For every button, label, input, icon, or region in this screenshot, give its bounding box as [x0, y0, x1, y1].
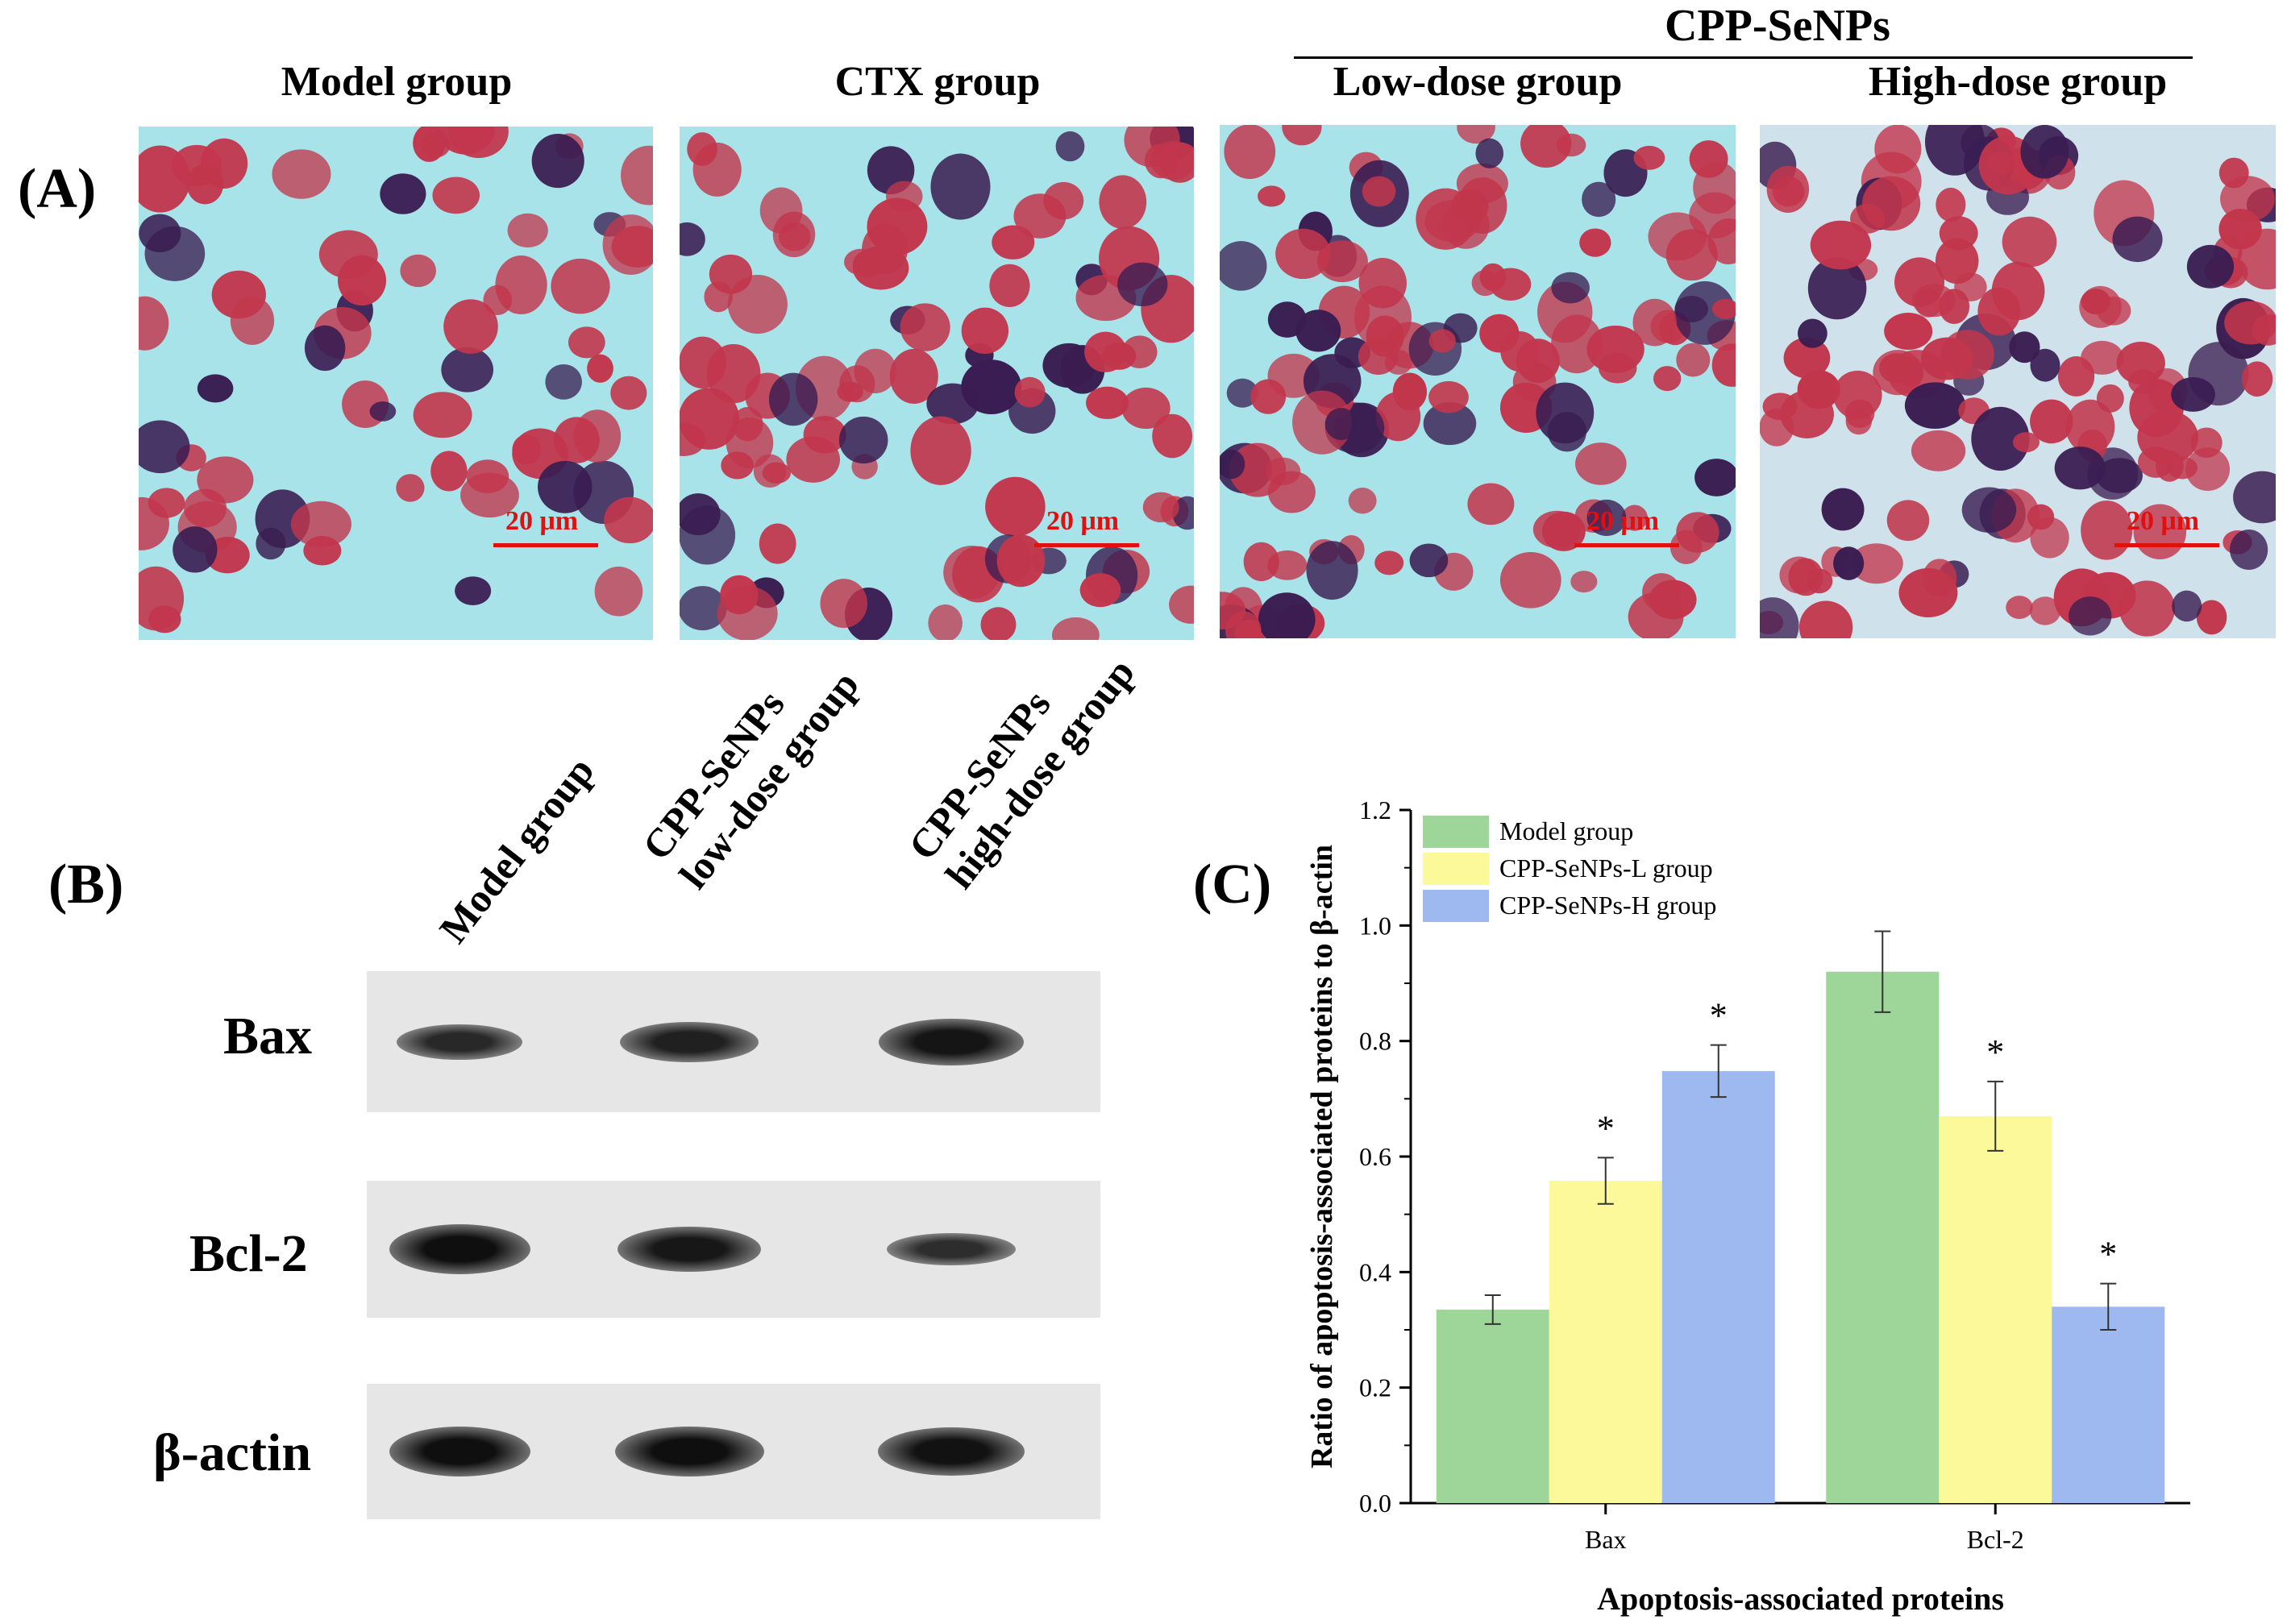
legend-label: CPP-SeNPs-H group [1499, 891, 1716, 920]
blot-band [878, 1018, 1025, 1065]
blot-strip-bax [367, 971, 1100, 1112]
scale-bar-label-3: 20 μm [1586, 506, 1660, 536]
y-tick-label: 0.6 [1359, 1142, 1391, 1171]
y-tick-label: 1.0 [1359, 911, 1391, 940]
significance-star: * [2099, 1235, 2117, 1274]
blot-band [877, 1427, 1025, 1476]
bar [1661, 1070, 1775, 1503]
micrograph-model [139, 127, 653, 640]
y-tick-label: 0.4 [1359, 1257, 1391, 1286]
blot-band [397, 1024, 522, 1060]
x-tick-label: Bcl-2 [1967, 1525, 2024, 1554]
y-tick-label: 0.8 [1359, 1027, 1391, 1056]
micro-title-3: Low-dose group [1333, 59, 1623, 105]
blot-strip-beta-actin [367, 1384, 1100, 1519]
lane-label-model: Model group [430, 748, 603, 952]
legend-swatch [1423, 890, 1489, 922]
blot-strip-bcl2 [367, 1181, 1100, 1318]
significance-star: * [1986, 1032, 2004, 1072]
micrograph-low-dose [1220, 125, 1736, 638]
micro-title-2: CTX group [834, 59, 1041, 105]
y-tick-label: 1.2 [1359, 795, 1391, 824]
lane-label-model-text: Model group [430, 748, 603, 952]
legend-label: CPP-SeNPs-L group [1499, 854, 1713, 883]
legend-swatch [1423, 853, 1489, 885]
y-axis-label: Ratio of apoptosis-associated proteins t… [1305, 845, 1339, 1468]
bar [1436, 1309, 1549, 1503]
lane-label-high: CPP-SeNPs high-dose group [899, 621, 1144, 897]
blot-band [389, 1224, 530, 1274]
scale-bar-label-2: 20 μm [1046, 506, 1120, 536]
x-axis-label: Apoptosis-associated proteins [1597, 1580, 2004, 1617]
y-tick-label: 0.2 [1359, 1373, 1391, 1402]
bar [1826, 971, 1940, 1503]
panel-c-label: (C) [1193, 854, 1272, 916]
cpp-senps-header-rule [1294, 56, 2193, 59]
scale-bar-label-4: 20 μm [2127, 506, 2200, 536]
x-tick-label: Bax [1585, 1525, 1627, 1554]
blot-row-label-bcl2: Bcl-2 [189, 1224, 308, 1283]
bar [2052, 1306, 2165, 1503]
scale-bar-1 [493, 543, 598, 547]
panel-a-label: (A) [18, 158, 97, 220]
bar [1939, 1115, 2052, 1503]
blot-band [389, 1427, 530, 1477]
legend-swatch [1423, 816, 1489, 848]
blot-band [617, 1227, 762, 1272]
blot-band [614, 1427, 764, 1477]
blot-row-label-bax: Bax [223, 1007, 313, 1065]
y-tick-label: 0.0 [1359, 1489, 1391, 1518]
blot-band [887, 1233, 1016, 1265]
blot-band [620, 1021, 759, 1062]
micro-title-4: High-dose group [1868, 59, 2168, 105]
scale-bar-label-1: 20 μm [505, 506, 579, 536]
micro-title-1: Model group [281, 59, 513, 105]
lane-label-low: CPP-SeNPs low-dose group [633, 633, 868, 897]
micrograph-high-dose [1760, 125, 2276, 638]
significance-star: * [1597, 1108, 1615, 1148]
cpp-senps-header: CPP-SeNPs [1665, 1, 1890, 51]
micrograph-ctx [680, 127, 1194, 640]
bar-chart: 0.0 0.2 0.4 0.6 0.8 1.0 1.2 Ratio of apoptosis-… [1305, 795, 2190, 1617]
significance-star: * [1710, 996, 1728, 1036]
blot-row-label-beta-actin: β-actin [153, 1423, 312, 1482]
panel-b-label: (B) [48, 854, 124, 916]
scale-bar-4 [2114, 543, 2219, 547]
scale-bar-2 [1034, 543, 1139, 547]
bar [1549, 1181, 1662, 1503]
legend-label: Model group [1499, 816, 1633, 845]
scale-bar-3 [1574, 543, 1679, 547]
